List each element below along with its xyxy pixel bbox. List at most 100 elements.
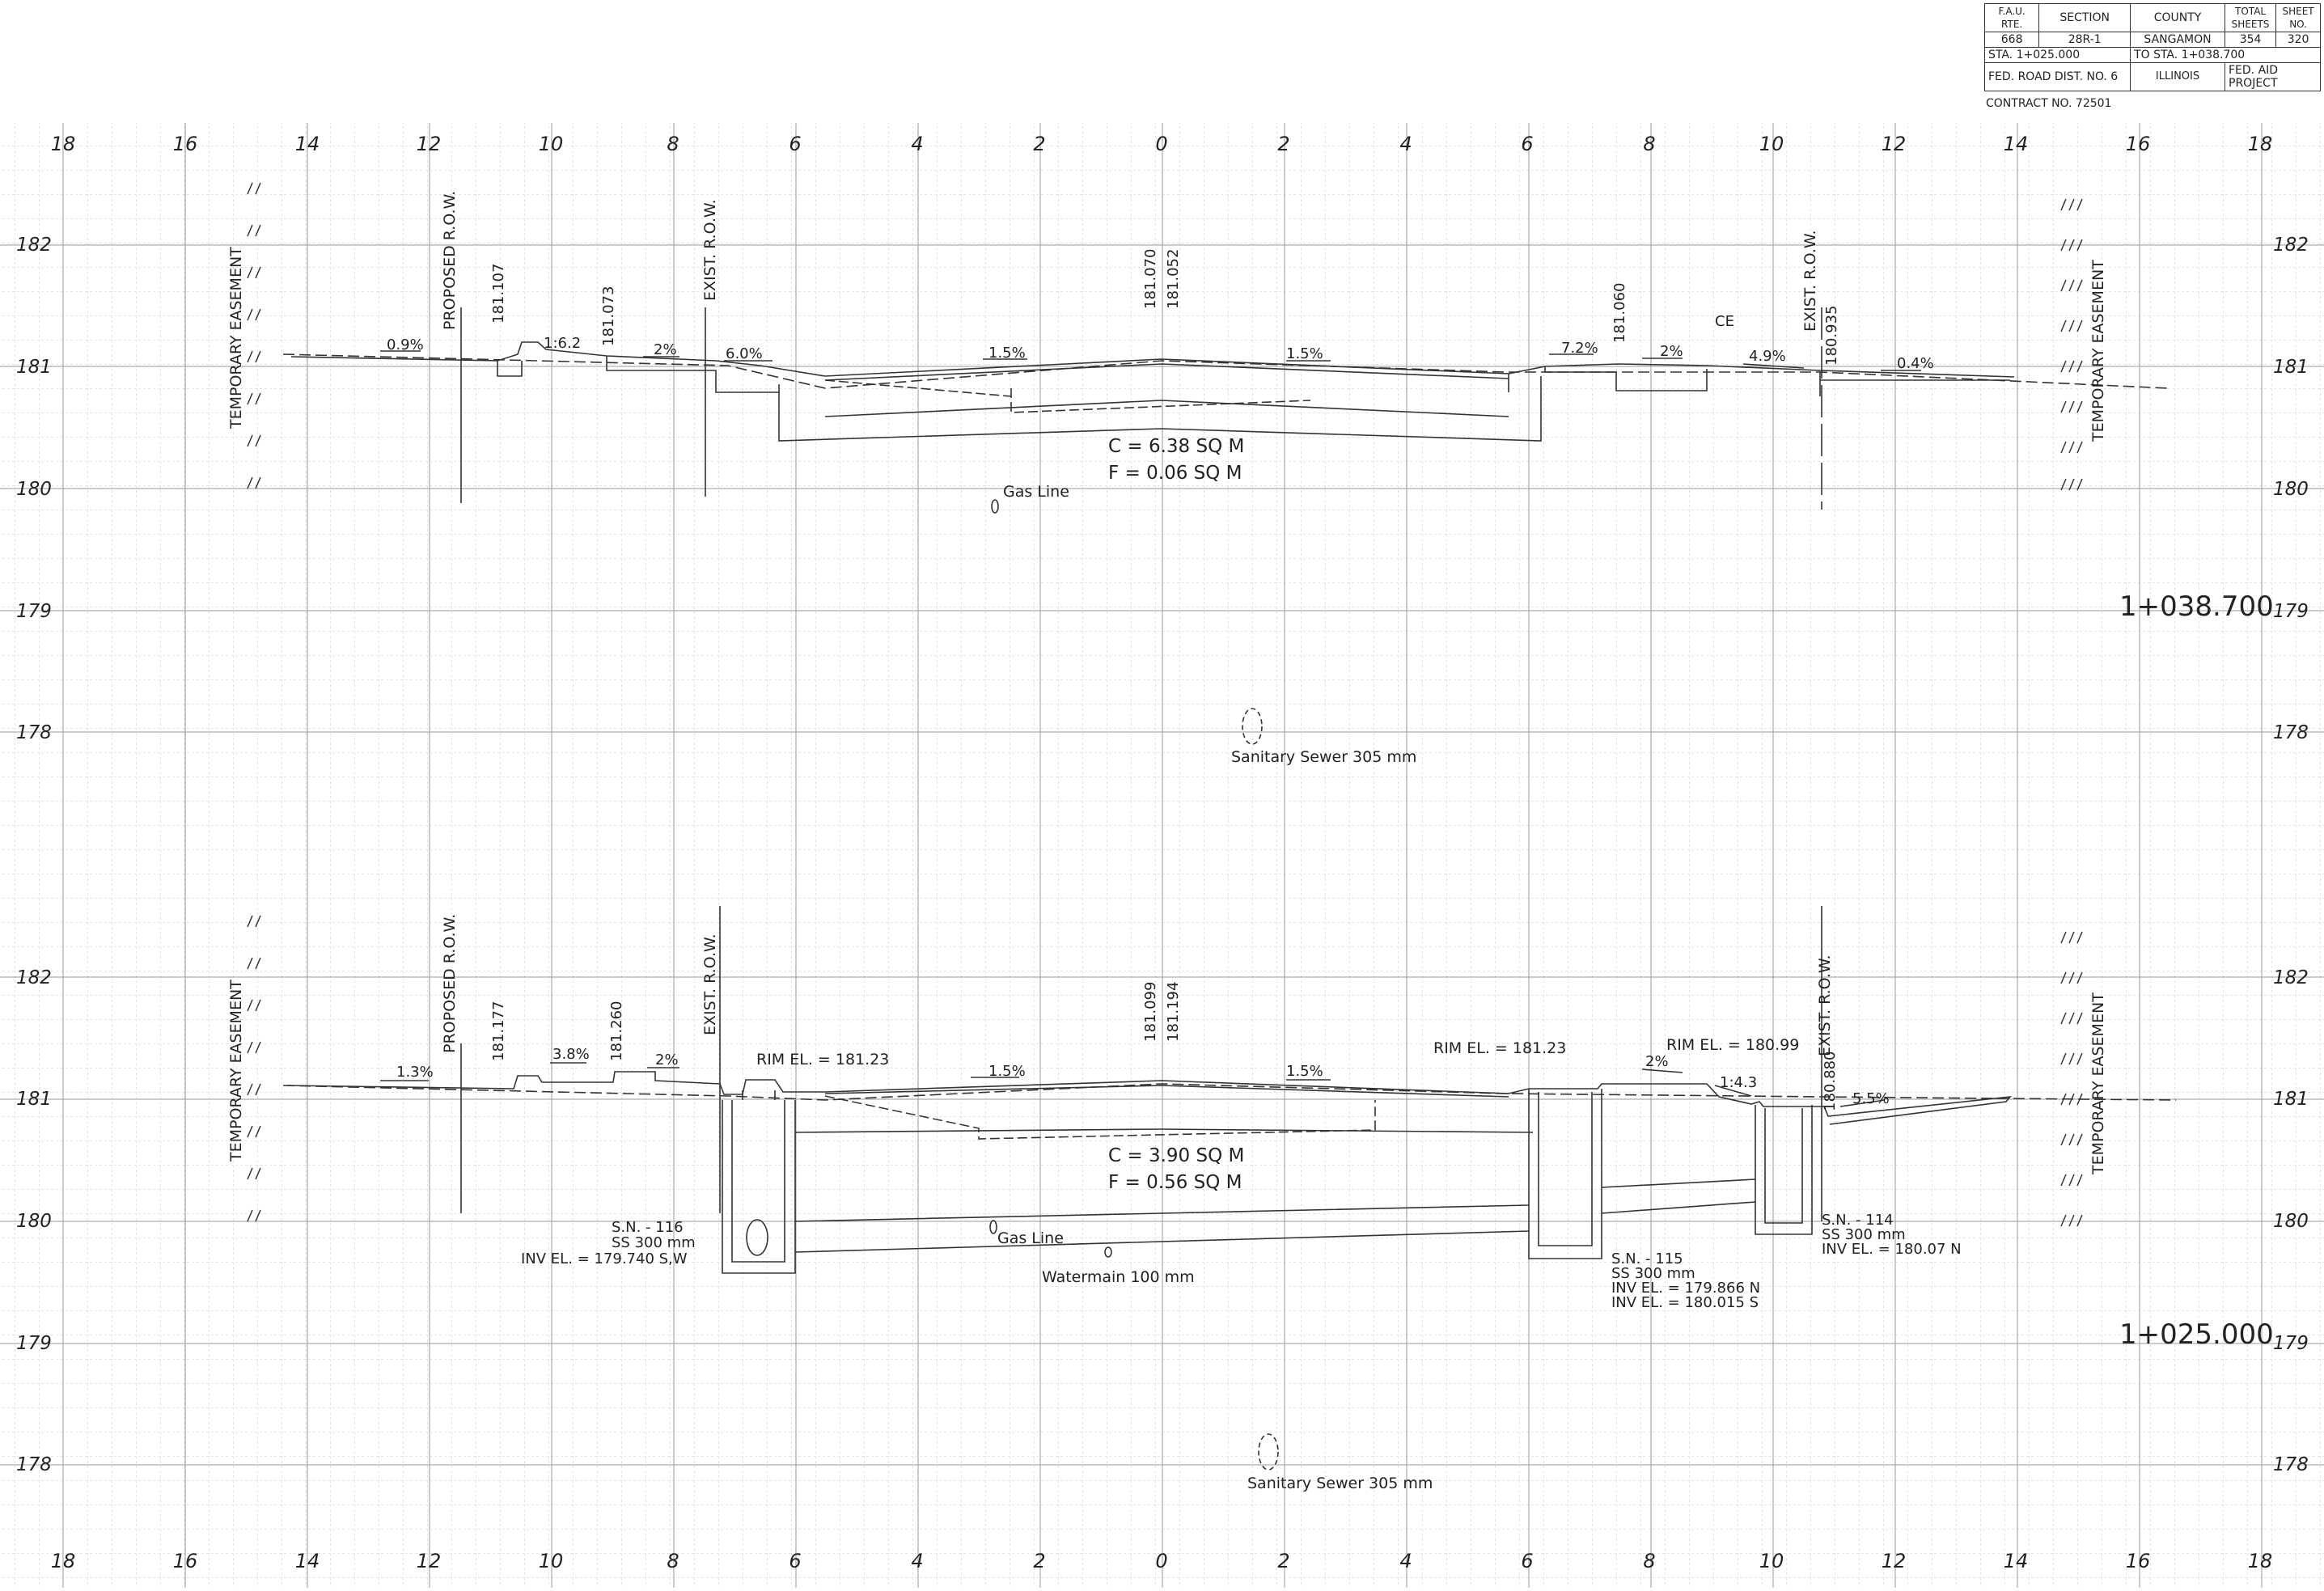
proposed-profile [290, 341, 2015, 378]
x-label: 14 [2004, 1550, 2029, 1572]
station-label: 1+025.000 [2119, 1318, 2274, 1351]
fill-area: F = 0.56 SQ M [1108, 1172, 1242, 1193]
tb-state: ILLINOIS [2130, 62, 2225, 91]
x-label: 14 [295, 1550, 320, 1572]
mh114-note: SS 300 mm [1822, 1226, 1906, 1243]
rim-label-3: RIM EL. = 180.99 [1666, 1036, 1799, 1054]
curb-left [497, 356, 779, 393]
gas-line-label: Gas Line [1003, 483, 1069, 501]
x-label: 4 [911, 1550, 923, 1572]
sewer-symbol [1258, 1433, 1279, 1470]
proposed-profile [286, 1071, 2012, 1125]
slope-label: 0.9% [387, 336, 424, 353]
x-label: 8 [667, 133, 679, 155]
slope-label: 3.8% [552, 1046, 590, 1063]
watermain-label: Watermain 100 mm [1042, 1268, 1195, 1286]
elev-left-1: 181.107 [490, 264, 507, 324]
mh115-note: INV EL. = 179.866 N [1611, 1280, 1760, 1297]
x-label: 6 [789, 133, 801, 155]
elev-label: 182 [16, 235, 52, 256]
trench-lines [824, 379, 1311, 413]
subbase-box [778, 376, 1542, 442]
pavement-top [824, 363, 1509, 381]
fill-area: F = 0.06 SQ M [1108, 463, 1242, 484]
elev-label: 181 [16, 357, 52, 378]
x-label: 6 [1521, 133, 1533, 155]
elevation-axis-section1: 182 181 180 179 178 182 181 180 179 178 [16, 235, 2309, 743]
x-label: 0 [1155, 133, 1167, 155]
easement-hatch-left [247, 915, 261, 1222]
cut-area: C = 6.38 SQ M [1108, 436, 1244, 457]
x-label: 2 [1277, 1550, 1289, 1572]
elev-label: 180 [2273, 1211, 2309, 1232]
slope-label: 1:4.3 [1720, 1074, 1757, 1091]
slope-label: 2% [1645, 1053, 1669, 1070]
manhole-115 [1528, 1089, 1602, 1259]
proposed-row-label: PROPOSED R.O.W. [441, 191, 459, 330]
watermain-symbol [1104, 1246, 1112, 1258]
curb-right [1508, 366, 2010, 396]
elev-center-1: 181.070 [1142, 249, 1159, 309]
x-label: 6 [1521, 1550, 1533, 1572]
elev-label: 182 [2273, 967, 2309, 988]
elev-label: 181 [2273, 1089, 2309, 1110]
elev-right-2: 180.880 [1822, 1051, 1839, 1111]
elev-center-2: 181.052 [1165, 249, 1182, 309]
elev-label: 179 [2273, 601, 2309, 622]
elev-label: 178 [2273, 1454, 2309, 1475]
elev-label: 179 [16, 1333, 52, 1354]
slope-label: 0.4% [1897, 355, 1934, 372]
x-label: 0 [1155, 1550, 1167, 1572]
title-block: F.A.U. RTE. SECTION COUNTY TOTAL SHEETS … [1983, 3, 2321, 91]
gas-line-symbol [989, 1220, 997, 1234]
sewer-label: Sanitary Sewer 305 mm [1231, 748, 1416, 766]
x-label: 2 [1033, 133, 1045, 155]
elev-label: 181 [2273, 357, 2309, 378]
pavement-bottom [794, 1128, 1534, 1133]
x-label: 16 [2126, 1550, 2151, 1572]
tb-rte: 668 [1983, 32, 2040, 48]
x-label: 10 [1759, 133, 1784, 155]
cut-area: C = 3.90 SQ M [1108, 1145, 1244, 1166]
exist-row-left-label: EXIST. R.O.W. [701, 199, 719, 301]
elev-label: 178 [16, 722, 52, 743]
slope-label: 2% [1660, 343, 1683, 360]
tb-sta-to: TO STA. 1+038.700 [2130, 47, 2321, 63]
x-label: 18 [51, 133, 76, 155]
slope-label: 1.5% [988, 1063, 1026, 1080]
tb-sta-from: STA. 1+025.000 [1983, 47, 2131, 63]
slope-label: 1.5% [988, 345, 1026, 362]
tb-district: FED. ROAD DIST. NO. 6 [1983, 62, 2131, 91]
pavement-bottom [824, 400, 1509, 417]
x-label: 16 [173, 133, 198, 155]
x-label: 10 [539, 133, 564, 155]
x-label: 14 [2004, 133, 2029, 155]
sewer-label: Sanitary Sewer 305 mm [1247, 1475, 1433, 1492]
cross-section-1 [247, 182, 2169, 745]
slope-label: 1.5% [1286, 1063, 1323, 1080]
ce-label: CE [1715, 313, 1734, 330]
elev-label: 182 [2273, 235, 2309, 256]
tb-project: FED. AID PROJECT [2225, 62, 2321, 91]
mh115-note: SS 300 mm [1611, 1265, 1695, 1282]
x-label: 4 [1399, 1550, 1412, 1572]
x-label: 12 [1882, 1550, 1907, 1572]
exist-row-left-label: EXIST. R.O.W. [701, 933, 719, 1035]
mh116-note: INV EL. = 179.740 S,W [521, 1250, 688, 1267]
elev-label: 180 [16, 479, 52, 500]
x-label: 4 [1399, 133, 1412, 155]
x-axis-bottom: 18 16 14 12 10 8 6 4 2 0 2 4 6 8 10 12 1… [51, 1550, 2273, 1572]
elev-label: 181 [16, 1089, 52, 1110]
sewer-symbol [1242, 708, 1263, 745]
cross-section-2 [247, 906, 2177, 1470]
slope-label: 6.0% [726, 345, 763, 362]
temp-easement-right: TEMPORARY EASEMENT [2089, 260, 2107, 442]
slope-label: 2% [655, 1051, 679, 1068]
mh116-note: SS 300 mm [612, 1234, 696, 1251]
temp-easement-left: TEMPORARY EASEMENT [227, 980, 245, 1162]
slope-arrows [380, 350, 1921, 371]
elevation-axis-section2: 182 181 180 179 178 182 181 180 179 178 [16, 967, 2309, 1475]
manhole-116 [722, 1090, 796, 1274]
